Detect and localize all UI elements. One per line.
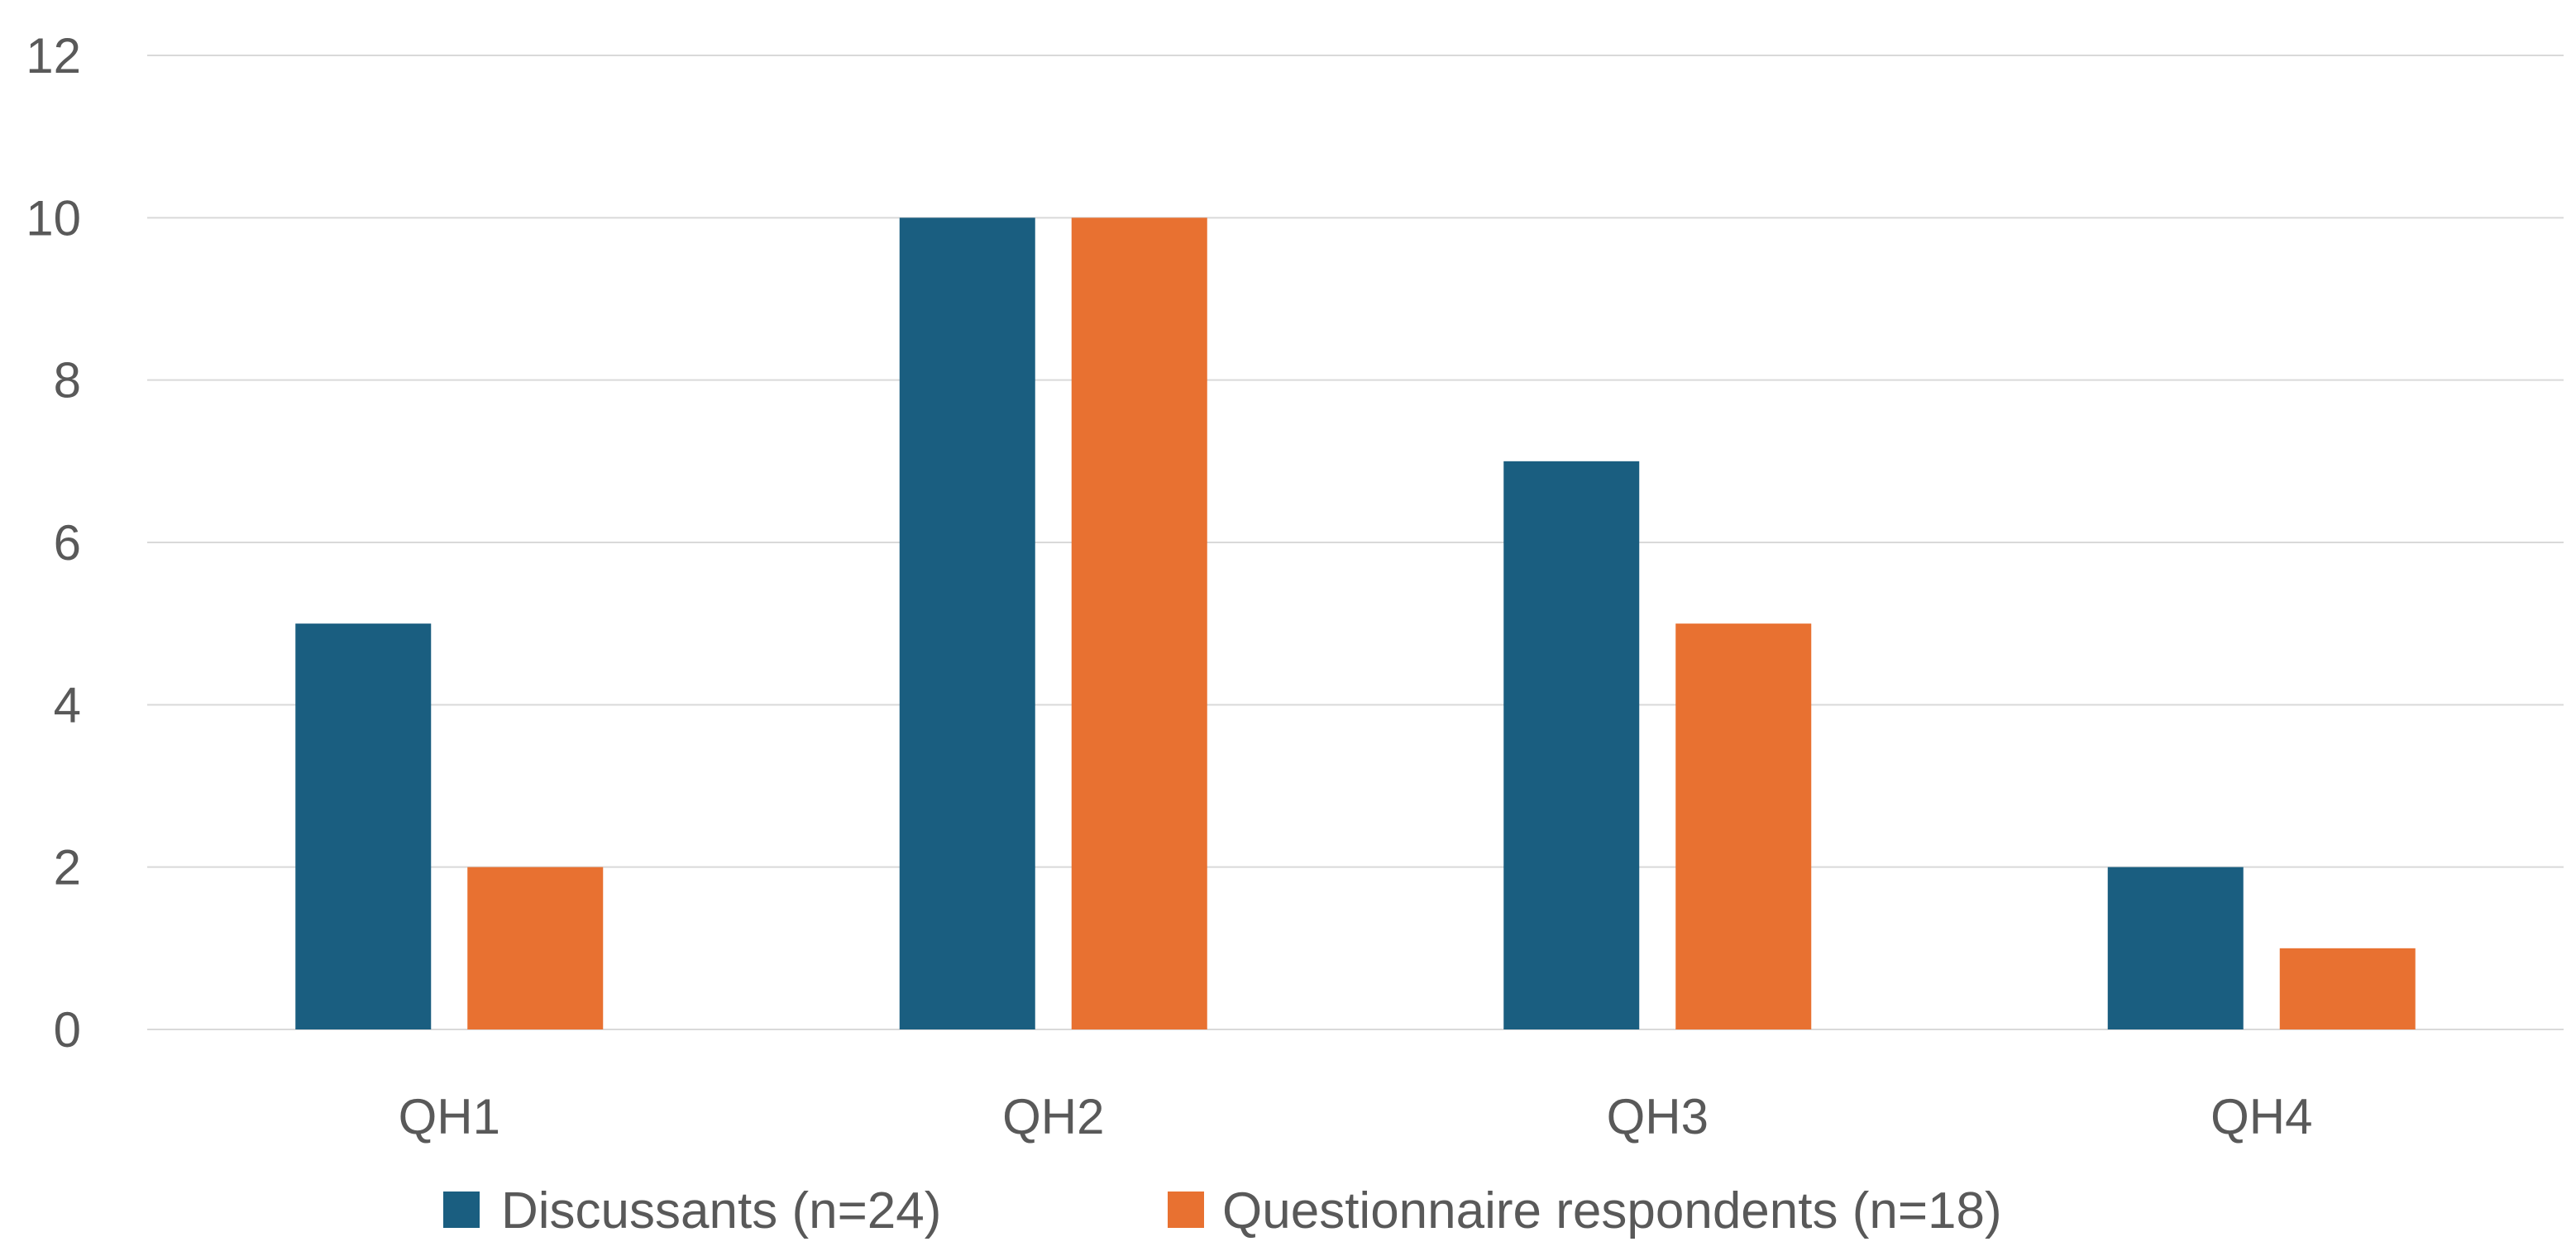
- legend-label-series-2: Questionnaire respondents (n=18): [1222, 1182, 2002, 1239]
- x-tick-label: QH3: [1607, 1089, 1709, 1144]
- bar-qh2-series-2: [1071, 217, 1207, 1029]
- legend-label-series-1: Discussants (n=24): [501, 1182, 941, 1239]
- x-tick-label: QH4: [2210, 1089, 2312, 1144]
- bar-qh4-series-2: [2279, 948, 2416, 1029]
- legend-swatch-series-2: [1168, 1192, 1204, 1228]
- bars: [295, 217, 2416, 1029]
- x-tick-label: QH1: [399, 1089, 500, 1144]
- y-tick-label: 10: [26, 190, 81, 246]
- x-axis-ticks: QH1 QH2 QH3 QH4: [399, 1089, 2313, 1144]
- bar-qh3-series-2: [1675, 623, 1812, 1029]
- bar-qh1-series-1: [295, 623, 432, 1029]
- bar-qh2-series-1: [899, 217, 1035, 1029]
- bar-qh1-series-2: [467, 867, 604, 1029]
- bar-qh4-series-1: [2107, 867, 2244, 1029]
- y-tick-label: 2: [54, 840, 81, 895]
- y-tick-label: 4: [54, 677, 81, 733]
- bar-qh3-series-1: [1503, 461, 1640, 1029]
- y-tick-label: 0: [54, 1002, 81, 1058]
- y-tick-label: 6: [54, 515, 81, 571]
- y-axis-ticks: 0 2 4 6 8 10 12: [26, 28, 81, 1058]
- y-tick-label: 12: [26, 28, 81, 84]
- x-tick-label: QH2: [1002, 1089, 1104, 1144]
- legend: Discussants (n=24) Questionnaire responde…: [443, 1182, 2002, 1239]
- legend-swatch-series-1: [443, 1192, 480, 1228]
- y-tick-label: 8: [54, 353, 81, 408]
